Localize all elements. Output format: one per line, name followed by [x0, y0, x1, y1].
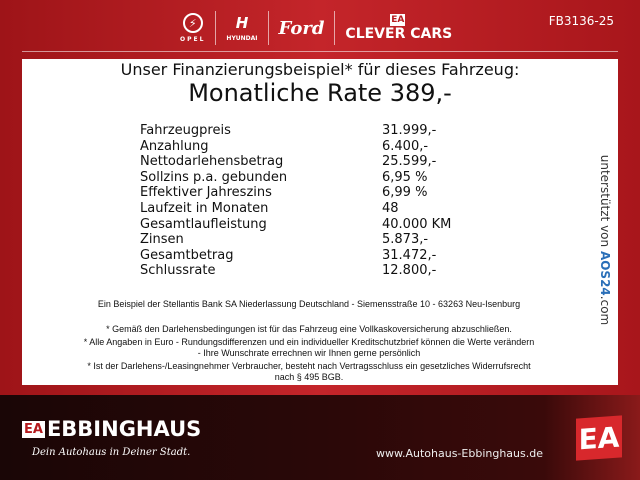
note-withdrawal: * Ist der Darlehens-/Leasingnehmer Verbr… — [87, 361, 531, 371]
row-label: Nettodarlehensbetrag — [140, 154, 284, 170]
table-row: Effektiver Jahreszins 6,99 % — [140, 185, 451, 201]
ford-logo: Ford — [278, 17, 325, 39]
hyundai-logo: H HYUNDAI — [226, 14, 258, 42]
row-label: Zinsen — [140, 232, 184, 248]
ebbinghaus-logo: EA EBBINGHAUS — [22, 417, 202, 441]
ea-emblem: EA — [576, 415, 622, 461]
notes: Ein Beispiel der Stellantis Bank SA Nied… — [22, 299, 596, 383]
row-label: Fahrzeugpreis — [140, 123, 231, 138]
clever-cars-logo: EA CLEVER CARS — [345, 14, 453, 42]
table-row: Schlussrate 12.800,- — [140, 263, 451, 279]
footer-banner: EA EBBINGHAUS Dein Autohaus in Deiner Sta… — [0, 395, 640, 480]
financing-table: Fahrzeugpreis 31.999,- Anzahlung 6.400,- Net… — [140, 123, 451, 279]
table-row: Anzahlung 6.400,- — [140, 139, 451, 155]
row-label: Sollzins p.a. gebunden — [140, 169, 288, 185]
row-value: 12.800,- — [382, 263, 437, 279]
bank-info: Ein Beispiel der Stellantis Bank SA Nied… — [97, 299, 521, 309]
financing-title: Unser Finanzierungsbeispiel* für dieses … — [120, 60, 520, 79]
divider — [334, 11, 336, 45]
table-row: Laufzeit in Monaten 48 — [140, 201, 451, 217]
note-rounding-2: - Ihre Wunschrate errechnen wir Ihnen ge… — [197, 348, 421, 358]
opel-bolt-icon: ⚡ — [182, 13, 203, 33]
row-value: 6,99 % — [382, 185, 428, 201]
row-value: 5.873,- — [382, 232, 429, 248]
aos24-credit: unterstützt von AOS24.com — [598, 154, 612, 326]
note-rounding: * Alle Angaben in Euro - Rundungsdiffere… — [83, 337, 535, 347]
row-label: Gesamtlaufleistung — [140, 216, 267, 232]
note-insurance: * Gemäß den Darlehensbedingungen ist für… — [106, 324, 512, 334]
table-row: Gesamtbetrag 31.472,- — [140, 248, 451, 264]
row-label: Laufzeit in Monaten — [140, 200, 269, 216]
divider — [215, 11, 217, 45]
table-row: Nettodarlehensbetrag 25.599,- — [140, 154, 451, 170]
monthly-rate: Monatliche Rate 389,- — [188, 79, 452, 107]
aos24-logo: AOS24 — [598, 250, 612, 296]
header-banner: ⚡ OPEL H HYUNDAI Ford EA CLEVER CARS FB3136… — [0, 0, 640, 395]
row-value: 25.599,- — [382, 154, 437, 170]
table-row: Sollzins p.a. gebunden 6,95 % — [140, 170, 451, 186]
row-value: 31.999,- — [382, 123, 437, 138]
opel-logo: ⚡ OPEL — [170, 13, 215, 43]
row-value: 40.000 KM — [382, 216, 452, 232]
slogan: Dein Autohaus in Deiner Stadt. — [32, 447, 191, 458]
divider — [267, 11, 269, 45]
row-label: Gesamtbetrag — [140, 247, 234, 263]
website-link[interactable]: www.Autohaus-Ebbinghaus.de — [376, 447, 543, 460]
divider-line — [22, 51, 618, 52]
row-value: 31.472,- — [382, 247, 437, 263]
row-label: Effektiver Jahreszins — [140, 185, 272, 201]
table-row: Zinsen 5.873,- — [140, 232, 451, 248]
financing-card: Unser Finanzierungsbeispiel* für dieses … — [22, 59, 618, 385]
row-value: 48 — [382, 200, 399, 216]
table-row: Gesamtlaufleistung 40.000 KM — [140, 217, 451, 233]
hyundai-h-icon: H — [235, 14, 249, 32]
note-withdrawal-2: nach § 495 BGB. — [274, 372, 344, 382]
row-value: 6.400,- — [382, 138, 429, 154]
row-label: Schlussrate — [140, 263, 216, 279]
table-row: Fahrzeugpreis 31.999,- — [140, 123, 451, 139]
vehicle-code: FB3136-25 — [548, 14, 614, 28]
row-value: 6,95 % — [382, 169, 428, 185]
row-label: Anzahlung — [140, 138, 209, 154]
brand-logos: ⚡ OPEL H HYUNDAI Ford EA CLEVER CARS — [170, 10, 462, 46]
